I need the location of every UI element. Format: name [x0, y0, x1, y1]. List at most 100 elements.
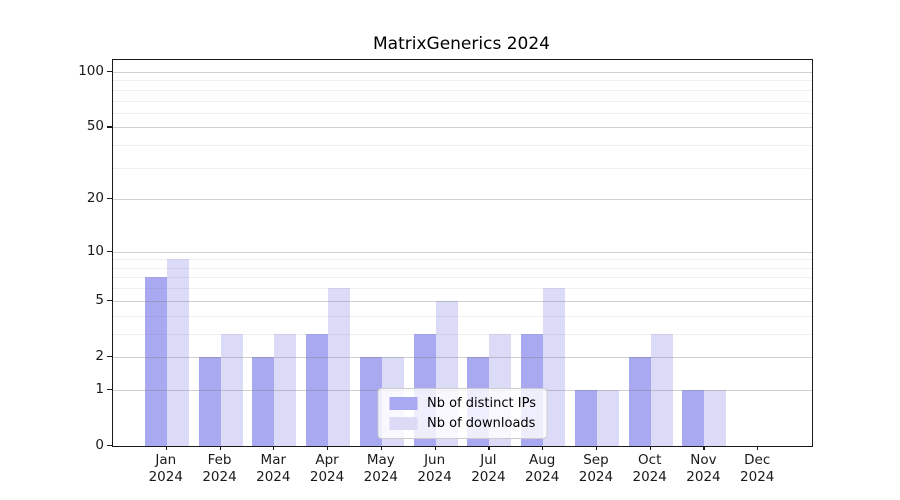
- x-tick-label-apr: Apr 2024: [300, 452, 354, 486]
- legend-label-distinct-ips: Nb of distinct IPs: [427, 396, 536, 411]
- x-tick-label-aug: Aug 2024: [515, 452, 569, 486]
- x-tick-month: Dec: [744, 452, 771, 468]
- gridline-minor: [113, 333, 812, 335]
- gridline-minor: [113, 145, 812, 147]
- x-tick-mark: [219, 446, 221, 450]
- legend-label-downloads: Nb of downloads: [427, 416, 536, 431]
- x-tick-label-feb: Feb 2024: [193, 452, 247, 486]
- x-tick-month: Nov: [690, 452, 717, 468]
- x-tick-month: Jan: [155, 452, 177, 468]
- x-tick-month: Apr: [315, 452, 339, 468]
- y-tick-label: 100: [78, 62, 104, 79]
- gridline-major: [113, 356, 812, 358]
- gridline-minor: [113, 112, 812, 114]
- x-tick-label-may: May 2024: [354, 452, 408, 486]
- x-tick-mark: [488, 446, 490, 450]
- y-tick-mark: [107, 299, 112, 301]
- x-tick-mark: [327, 446, 329, 450]
- x-tick-mark: [434, 446, 436, 450]
- x-tick-year: 2024: [471, 469, 506, 485]
- gridline-minor: [113, 167, 812, 169]
- y-tick-mark: [107, 198, 112, 200]
- x-tick-year: 2024: [309, 469, 345, 485]
- y-tick-mark: [107, 388, 112, 390]
- legend: Nb of distinct IPs Nb of downloads: [377, 388, 548, 439]
- gridline-minor: [113, 100, 812, 102]
- bar-nb-of-distinct-ips-apr: [306, 333, 329, 446]
- x-tick-mark: [542, 446, 544, 450]
- x-tick-mark: [595, 446, 598, 450]
- x-tick-year: 2024: [363, 469, 399, 485]
- gridline-major: [113, 300, 812, 302]
- gridline-major: [113, 251, 812, 253]
- x-tick-mark: [703, 446, 705, 450]
- x-tick-label-oct: Oct 2024: [623, 452, 677, 486]
- gridline-minor: [113, 315, 812, 317]
- x-tick-mark: [757, 446, 759, 450]
- x-tick-label-jan: Jan 2024: [139, 452, 193, 486]
- x-tick-label-mar: Mar 2024: [246, 452, 300, 486]
- x-tick-year: 2024: [202, 469, 237, 485]
- x-tick-year: 2024: [148, 469, 183, 485]
- x-tick-month: Aug: [528, 452, 556, 468]
- x-tick-year: 2024: [686, 469, 721, 485]
- bar-nb-of-distinct-ips-feb: [198, 356, 221, 446]
- legend-swatch-downloads: [389, 417, 418, 430]
- bar-nb-of-distinct-ips-oct: [628, 356, 651, 446]
- chart-title: MatrixGenerics 2024: [373, 34, 550, 54]
- x-tick-year: 2024: [740, 469, 775, 485]
- x-tick-mark: [649, 446, 651, 450]
- x-tick-month: Feb: [207, 452, 232, 468]
- bar-nb-of-distinct-ips-sep: [574, 389, 597, 446]
- gridline-major: [113, 71, 812, 73]
- y-tick-label: 10: [86, 242, 104, 259]
- x-tick-month: May: [366, 452, 395, 468]
- bar-nb-of-distinct-ips-mar: [252, 356, 275, 446]
- x-tick-label-jul: Jul 2024: [461, 452, 515, 486]
- x-tick-month: Jul: [480, 452, 497, 468]
- bar-nb-of-distinct-ips-may: [359, 356, 382, 446]
- x-tick-year: 2024: [578, 469, 614, 485]
- y-tick-label: 50: [86, 118, 104, 135]
- x-tick-month: Mar: [260, 452, 287, 468]
- gridline-minor: [113, 277, 812, 279]
- gridline-major: [113, 127, 812, 129]
- x-tick-label-nov: Nov 2024: [676, 452, 730, 486]
- legend-item-distinct-ips: Nb of distinct IPs: [389, 396, 536, 411]
- x-tick-label-sep: Sep 2024: [569, 452, 623, 486]
- y-tick-label: 2: [95, 347, 104, 364]
- x-tick-mark: [380, 446, 383, 450]
- bar-nb-of-downloads-oct: [650, 333, 673, 446]
- bar-nb-of-downloads-apr: [328, 288, 351, 446]
- y-tick-label: 0: [95, 437, 104, 453]
- y-tick-label: 1: [95, 380, 104, 397]
- gridline-minor: [113, 259, 812, 261]
- y-tick-mark: [107, 250, 112, 252]
- gridline-minor: [113, 80, 812, 82]
- plot-area: Nb of distinct IPs Nb of downloads: [112, 59, 813, 447]
- bar-nb-of-downloads-aug: [543, 288, 566, 446]
- x-tick-label-jun: Jun 2024: [408, 452, 462, 486]
- bar-nb-of-downloads-sep: [596, 389, 619, 446]
- y-tick-mark: [107, 355, 112, 358]
- legend-swatch-distinct-ips: [389, 397, 418, 410]
- y-tick-mark: [107, 126, 112, 128]
- bar-nb-of-downloads-mar: [274, 333, 297, 446]
- y-tick-mark: [107, 445, 112, 447]
- bar-nb-of-distinct-ips-nov: [682, 389, 705, 446]
- x-tick-month: Sep: [583, 452, 609, 468]
- y-tick-mark: [107, 70, 112, 73]
- gridline-minor: [113, 267, 812, 269]
- x-tick-mark: [273, 446, 275, 450]
- y-tick-label: 5: [95, 291, 104, 308]
- x-tick-label-dec: Dec 2024: [730, 452, 784, 486]
- x-tick-year: 2024: [632, 469, 667, 485]
- bar-nb-of-downloads-nov: [704, 389, 727, 446]
- x-tick-mark: [165, 446, 167, 450]
- x-tick-month: Jun: [424, 452, 446, 468]
- bar-nb-of-distinct-ips-jan: [144, 277, 167, 446]
- x-tick-year: 2024: [256, 469, 291, 485]
- bar-nb-of-downloads-jan: [166, 259, 189, 446]
- x-tick-year: 2024: [417, 469, 452, 485]
